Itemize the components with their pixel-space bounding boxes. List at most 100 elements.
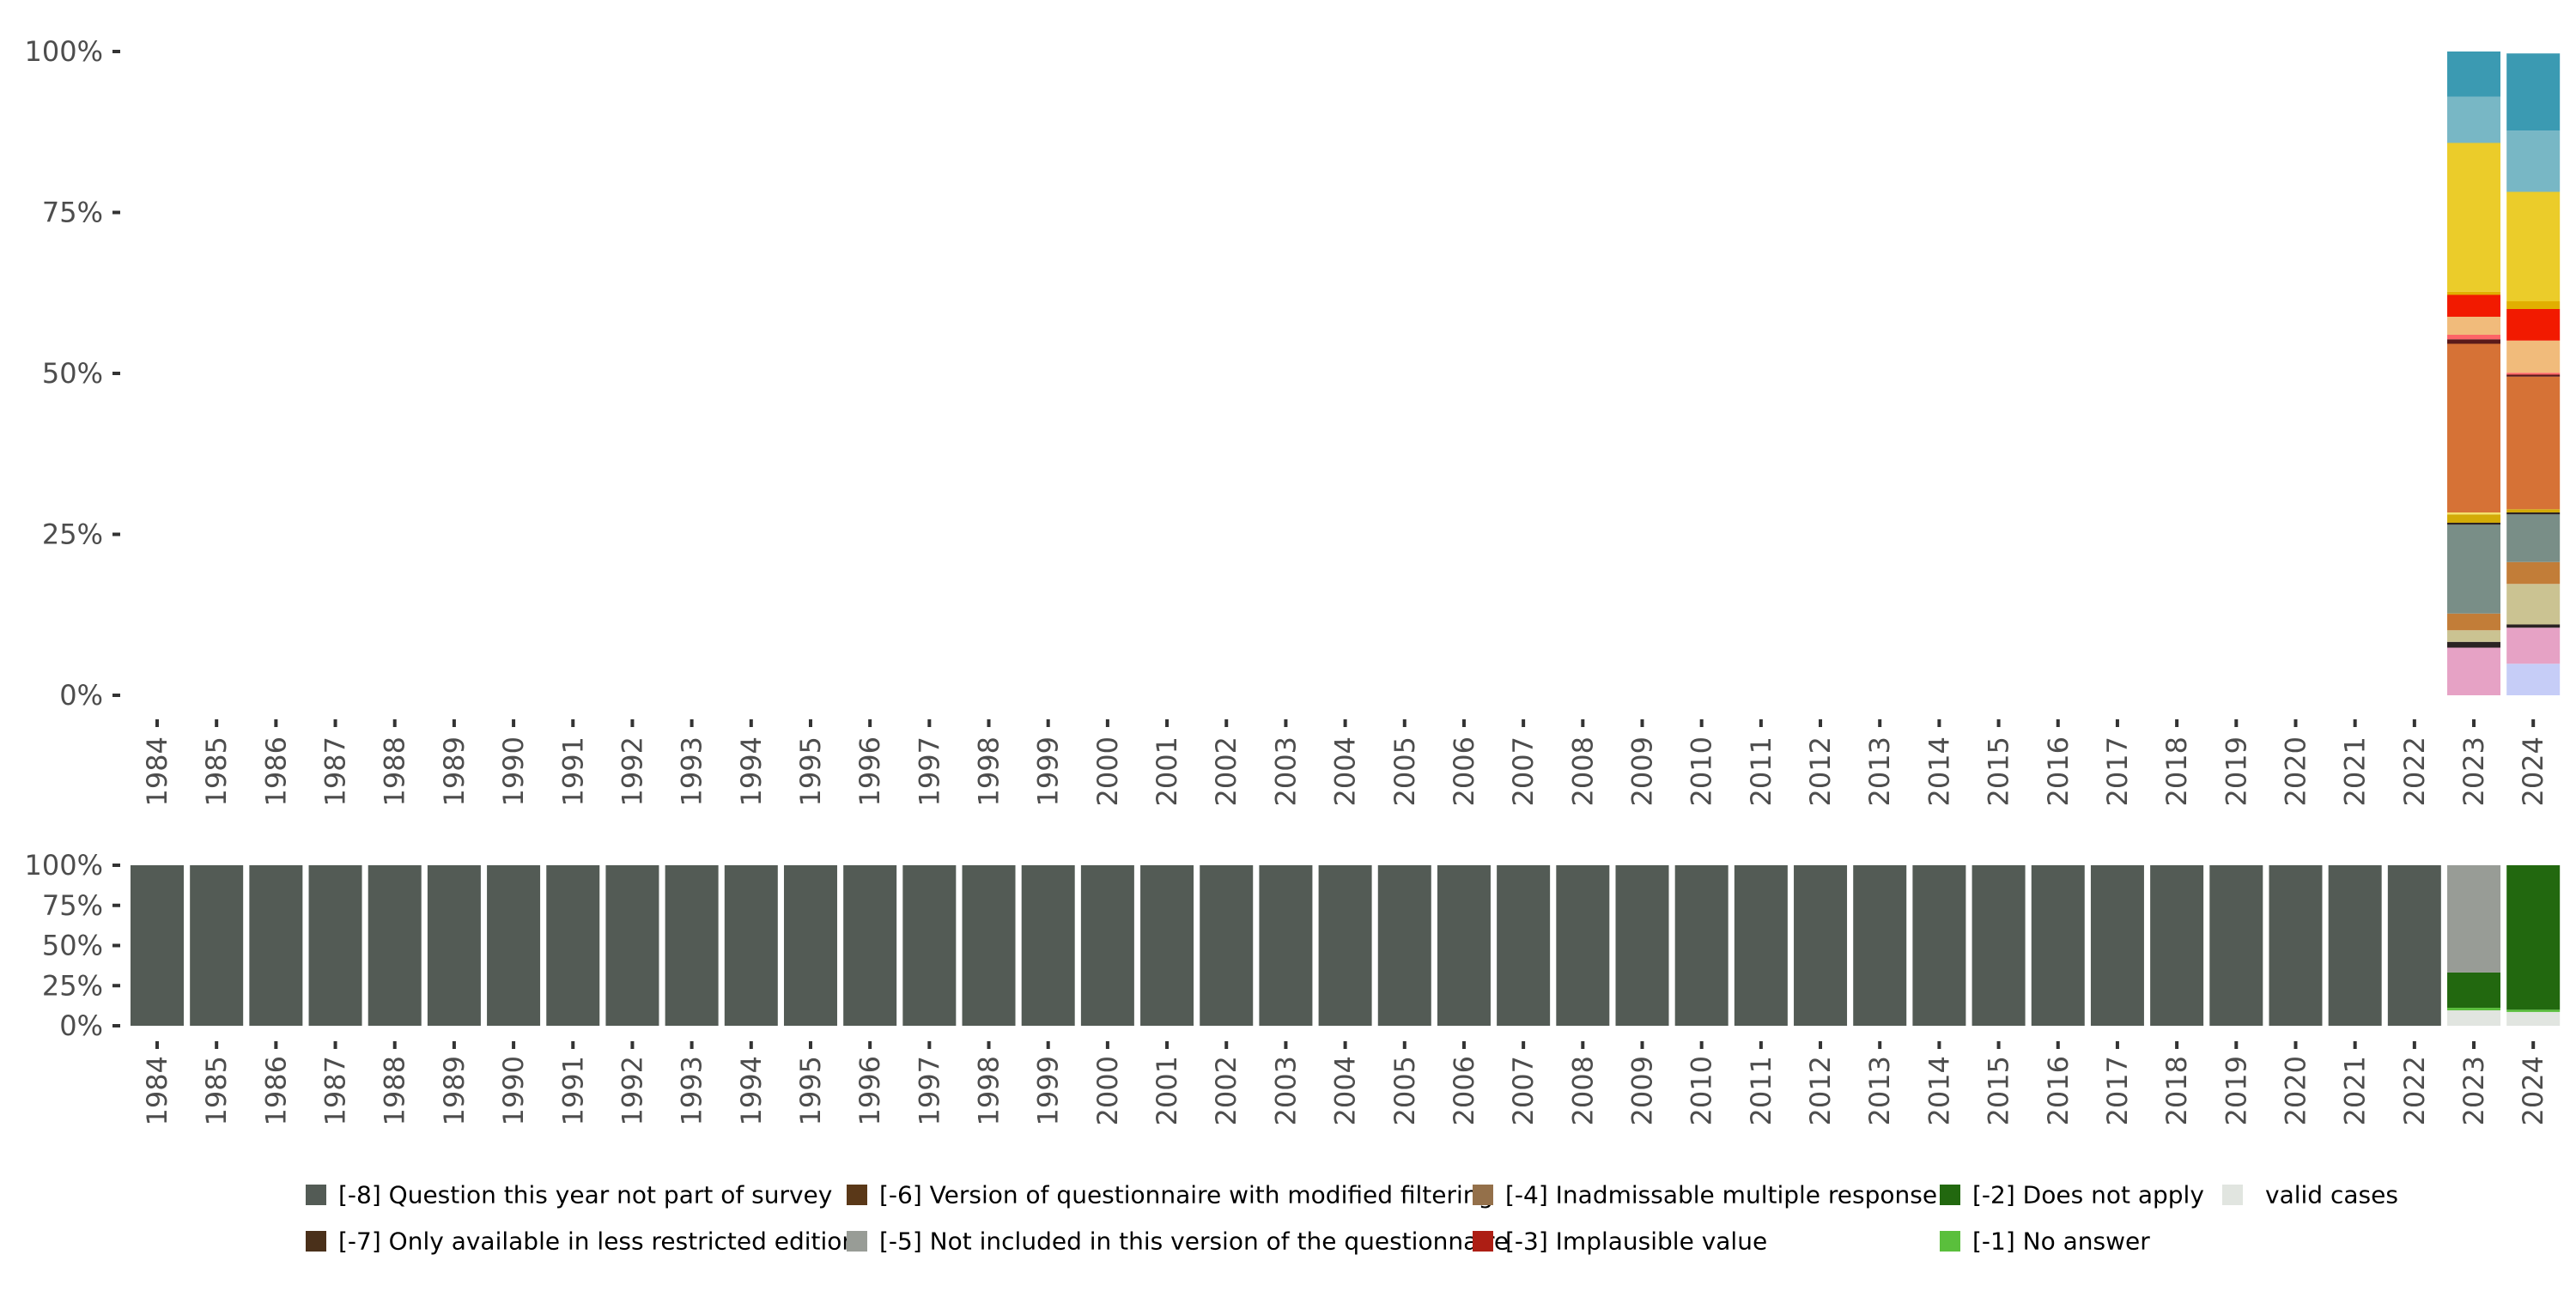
legend-item: [-2] Does not apply <box>1940 1181 2204 1209</box>
x-tick-mark <box>808 719 812 727</box>
x-tick-label: 2004 <box>1329 736 1362 806</box>
x-tick-label: 2024 <box>2517 1056 2549 1125</box>
bar-segment-2021 <box>2328 865 2382 1026</box>
bar-segment-2023 <box>2447 317 2501 335</box>
x-tick-label: 2000 <box>1091 1056 1124 1125</box>
bar-segment-2023 <box>2447 865 2501 973</box>
bar-segment-1997 <box>902 865 957 1026</box>
x-tick-mark <box>1165 719 1170 727</box>
bar-segment-2013 <box>1853 865 1907 1026</box>
bar-segment-1990 <box>487 865 541 1026</box>
legend-label: [-8] Question this year not part of surv… <box>338 1181 832 1209</box>
x-tick-mark <box>749 719 753 727</box>
x-tick-label: 1992 <box>616 736 648 806</box>
x-tick-label: 2013 <box>1863 1056 1896 1125</box>
x-tick-label: 2001 <box>1151 736 1183 806</box>
bar-segment-2023 <box>2447 339 2501 344</box>
bar-segment-2023 <box>2447 294 2501 317</box>
x-tick-mark <box>1878 719 1882 727</box>
x-tick-label: 2015 <box>1983 736 2015 806</box>
x-tick-mark <box>2353 1041 2357 1049</box>
x-tick-label: 1992 <box>616 1056 648 1125</box>
bar-segment-2024 <box>2506 309 2561 341</box>
bar-segment-2005 <box>1377 865 1431 1026</box>
legend-swatch <box>1473 1185 1493 1205</box>
bar-segment-2023 <box>2447 1008 2501 1011</box>
bar-segment-2012 <box>1794 865 1848 1026</box>
x-tick-label: 2006 <box>1448 1056 1480 1125</box>
x-tick-mark <box>1402 1041 1406 1049</box>
x-tick-label: 1984 <box>141 736 173 806</box>
x-tick-mark <box>1937 719 1941 727</box>
bar-segment-1989 <box>427 865 481 1026</box>
legend-item: [-5] Not included in this version of the… <box>847 1227 1509 1256</box>
x-tick-label: 1989 <box>438 736 471 806</box>
x-tick-label: 2010 <box>1686 1056 1718 1125</box>
x-tick-mark <box>1996 1041 2001 1049</box>
bar-segment-1993 <box>665 865 719 1026</box>
bar-segment-2024 <box>2506 1011 2561 1026</box>
x-tick-label: 2016 <box>2042 736 2075 806</box>
x-tick-mark <box>392 719 397 727</box>
x-tick-label: 1991 <box>556 736 589 806</box>
x-tick-mark <box>2412 1041 2416 1049</box>
x-tick-mark <box>452 719 456 727</box>
x-tick-mark <box>630 719 635 727</box>
x-tick-label: 2006 <box>1448 736 1480 806</box>
bar-segment-2024 <box>2506 627 2561 664</box>
x-tick-mark <box>1759 719 1763 727</box>
bar-segment-2024 <box>2506 514 2561 562</box>
bar-segment-1988 <box>368 865 422 1026</box>
x-tick-label: 1999 <box>1032 736 1065 806</box>
x-tick-mark <box>2175 1041 2179 1049</box>
x-tick-mark <box>2472 1041 2476 1049</box>
bar-segment-2023 <box>2447 142 2501 292</box>
x-tick-label: 2023 <box>2458 1056 2490 1125</box>
x-tick-mark <box>512 1041 516 1049</box>
x-tick-mark <box>2472 719 2476 727</box>
x-tick-mark <box>1105 719 1109 727</box>
x-tick-mark <box>215 719 219 727</box>
bar-segment-2024 <box>2506 1009 2561 1012</box>
x-tick-label: 2009 <box>1626 736 1659 806</box>
x-tick-mark <box>1046 719 1050 727</box>
x-tick-mark <box>2056 1041 2060 1049</box>
y-tick-label: 50% <box>42 357 103 390</box>
x-tick-label: 1996 <box>854 736 886 806</box>
x-tick-label: 2014 <box>1923 1056 1955 1125</box>
x-tick-label: 2018 <box>2160 1056 2193 1125</box>
bar-segment-2016 <box>2031 865 2085 1026</box>
x-tick-label: 2007 <box>1507 736 1540 806</box>
x-tick-label: 2001 <box>1151 1056 1183 1125</box>
x-tick-mark <box>808 1041 812 1049</box>
bar-segment-2017 <box>2090 865 2144 1026</box>
x-tick-label: 2008 <box>1566 736 1599 806</box>
bar-segment-2001 <box>1140 865 1194 1026</box>
bar-segment-1995 <box>783 865 837 1026</box>
x-tick-label: 2014 <box>1923 736 1955 806</box>
bar-segment-2002 <box>1200 865 1254 1026</box>
bar-segment-2023 <box>2447 523 2501 525</box>
x-tick-label: 1998 <box>973 1056 1005 1125</box>
legend-swatch <box>1473 1231 1493 1252</box>
x-tick-label: 1988 <box>379 1056 411 1125</box>
x-tick-label: 2002 <box>1210 1056 1242 1125</box>
legend-swatch <box>306 1185 326 1205</box>
legend-label: valid cases <box>2265 1181 2398 1209</box>
x-tick-mark <box>1046 1041 1050 1049</box>
legend-swatch <box>1940 1185 1960 1205</box>
bar-segment-2024 <box>2506 561 2561 585</box>
top-panel: 0% 25% 50% 75% 100% 1984 1985 1986 1987 1988 1989 1… <box>25 35 2561 806</box>
y-tick-mark <box>112 694 120 697</box>
x-tick-mark <box>215 1041 219 1049</box>
x-tick-mark <box>1402 719 1406 727</box>
bar-segment-1984 <box>131 865 184 1026</box>
x-tick-label: 2012 <box>1804 1056 1837 1125</box>
bar-segment-2023 <box>2447 630 2501 642</box>
bar-segment-2024 <box>2506 865 2561 1010</box>
y-tick-label: 75% <box>42 889 103 922</box>
bar-segment-2008 <box>1556 865 1610 1026</box>
bar-segment-2004 <box>1318 865 1372 1026</box>
x-tick-mark <box>1640 1041 1644 1049</box>
y-tick-mark <box>112 943 120 948</box>
